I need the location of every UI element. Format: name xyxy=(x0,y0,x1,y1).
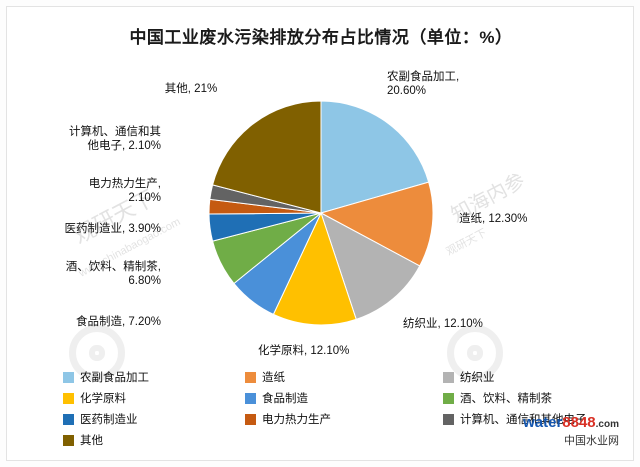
legend-swatch-icon xyxy=(245,392,256,404)
chart-title: 中国工业废水污染排放分布占比情况（单位：%） xyxy=(129,28,513,47)
pie-svg xyxy=(208,100,434,326)
legend-label: 电力热力生产 xyxy=(262,414,331,426)
watermark-ring-left xyxy=(69,325,125,381)
pie-label-计算机通信和其他电子: 计算机、通信和其 他电子, 2.10% xyxy=(21,125,161,153)
legend-swatch-icon xyxy=(443,371,454,383)
logo-line-1: water8848.com xyxy=(523,414,619,431)
legend-item-医药制造业[interactable]: 医药制造业 xyxy=(63,411,138,427)
logo-word: water xyxy=(523,414,563,431)
pie-slice-化学原料 xyxy=(272,211,357,326)
pie-label-line: 酒、饮料、精制茶, xyxy=(65,261,161,273)
legend-item-食品制造[interactable]: 食品制造 xyxy=(245,390,308,406)
legend-swatch-icon xyxy=(63,371,74,383)
pie-label-line: 6.80% xyxy=(128,275,161,287)
pie-label-造纸: 造纸, 12.30% xyxy=(459,213,528,225)
pie-label-电力热力生产: 电力热力生产, 2.10% xyxy=(35,177,161,205)
pie-slice-其他 xyxy=(211,100,322,214)
pie-chart: 农副食品加工, 20.60% 造纸, 12.30% 纺织业, 12.10% 化学… xyxy=(7,53,635,363)
legend-swatch-icon xyxy=(63,413,74,425)
legend-label: 造纸 xyxy=(262,372,285,384)
legend-item-造纸[interactable]: 造纸 xyxy=(245,369,285,385)
pie-label-纺织业: 纺织业, 12.10% xyxy=(403,318,483,330)
legend-swatch-icon xyxy=(245,371,256,383)
legend-label: 其他 xyxy=(80,435,103,447)
pie-label-line: 20.60% xyxy=(387,85,427,97)
pie-label-酒饮料精制茶: 酒、饮料、精制茶, 6.80% xyxy=(17,260,161,288)
site-logo: water8848.com 中国水业网 xyxy=(523,414,619,448)
legend-item-农副食品加工[interactable]: 农副食品加工 xyxy=(63,369,149,385)
pie-label-农副食品加工: 农副食品加工, 20.60% xyxy=(387,70,459,98)
pie-label-食品制造: 食品制造, 7.20% xyxy=(76,316,161,328)
legend-label: 酒、饮料、精制茶 xyxy=(460,393,552,405)
legend-label: 农副食品加工 xyxy=(80,372,149,384)
pie-slice-造纸 xyxy=(319,181,434,267)
legend-label: 化学原料 xyxy=(80,393,126,405)
legend-item-计算机、通信和其他电子[interactable]: 计算机、通信和其他电子 xyxy=(443,411,587,427)
pie-label-line: 农副食品加工, xyxy=(387,71,460,83)
legend-swatch-icon xyxy=(63,392,74,404)
pie-label-line: 他电子, 2.10% xyxy=(87,140,162,152)
pie-label-line: 计算机、通信和其 xyxy=(69,126,161,138)
legend-label: 食品制造 xyxy=(262,393,308,405)
chart-inner-frame: 中国工业废水污染排放分布占比情况（单位：%） 观研天下 www.chinabao… xyxy=(6,6,634,461)
chart-legend: 农副食品加工 造纸 纺织业化学原料 食品制造 酒、饮料、精制茶医药制造业 电力热力生产 计算… xyxy=(63,369,603,455)
legend-item-化学原料[interactable]: 化学原料 xyxy=(63,390,126,406)
pie-label-化学原料: 化学原料, 12.10% xyxy=(258,345,350,357)
pie-label-line: 2.10% xyxy=(128,192,161,204)
legend-label: 计算机、通信和其他电子 xyxy=(460,414,587,426)
legend-swatch-icon xyxy=(245,413,256,425)
legend-label: 医药制造业 xyxy=(80,414,138,426)
legend-item-其他[interactable]: 其他 xyxy=(63,432,103,448)
pie-slices xyxy=(208,100,434,326)
logo-tld: .com xyxy=(595,419,619,430)
logo-number: 8848 xyxy=(562,414,596,431)
legend-label: 纺织业 xyxy=(460,372,495,384)
legend-item-纺织业[interactable]: 纺织业 xyxy=(443,369,495,385)
legend-item-酒、饮料、精制茶[interactable]: 酒、饮料、精制茶 xyxy=(443,390,552,406)
legend-item-电力热力生产[interactable]: 电力热力生产 xyxy=(245,411,331,427)
pie-label-医药制造业: 医药制造业, 3.90% xyxy=(64,223,162,235)
legend-swatch-icon xyxy=(443,392,454,404)
pie-slice-纺织业 xyxy=(320,211,421,320)
pie-label-line: 电力热力生产, xyxy=(88,178,161,190)
pie-label-其他: 其他, 21% xyxy=(164,83,218,95)
pie-slice-农副食品加工 xyxy=(320,100,430,214)
legend-swatch-icon xyxy=(443,413,454,425)
legend-swatch-icon xyxy=(63,434,74,446)
watermark-ring-right xyxy=(447,325,503,381)
logo-line-2: 中国水业网 xyxy=(564,435,619,447)
